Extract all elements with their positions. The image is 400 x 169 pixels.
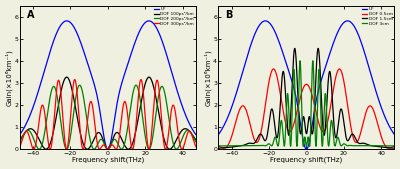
DOF 1.5cm <box>222 147 226 149</box>
Y-axis label: Gain(×10⁶km⁻¹): Gain(×10⁶km⁻¹) <box>6 49 13 106</box>
DOF 3cm <box>302 137 307 139</box>
DOF 3cm <box>298 60 302 62</box>
UF <box>211 139 216 141</box>
DOF 1.5cm <box>211 147 216 149</box>
DOF 0.5cm <box>388 147 392 149</box>
DOF 3cm <box>211 145 216 147</box>
UF <box>103 144 108 146</box>
X-axis label: Frequency shift(THz): Frequency shift(THz) <box>72 157 144 163</box>
DOF 0.5cm <box>222 147 226 149</box>
DOF 300ps²/km <box>12 146 17 148</box>
DOF 300ps²/km <box>196 148 201 150</box>
DOF 200ps²/km <box>48 92 53 94</box>
DOF 100ps²/km <box>20 136 24 138</box>
DOF 200ps²/km <box>23 131 28 133</box>
Line: DOF 200ps²/km: DOF 200ps²/km <box>14 85 202 149</box>
UF <box>20 130 24 132</box>
Text: A: A <box>27 10 34 20</box>
DOF 300ps²/km <box>72 79 77 81</box>
DOF 100ps²/km <box>189 133 194 135</box>
DOF 100ps²/km <box>48 140 53 142</box>
DOF 200ps²/km <box>199 148 204 150</box>
DOF 100ps²/km <box>64 76 69 78</box>
UF <box>13 139 18 141</box>
X-axis label: Frequency shift(THz): Frequency shift(THz) <box>270 157 342 163</box>
DOF 1.5cm <box>398 148 400 150</box>
DOF 100ps²/km <box>44 148 48 150</box>
DOF 300ps²/km <box>199 146 204 148</box>
UF <box>199 140 204 142</box>
DOF 0.5cm <box>247 121 252 123</box>
DOF 200ps²/km <box>20 137 24 139</box>
Line: UF: UF <box>14 21 202 149</box>
DOF 300ps²/km <box>13 147 18 149</box>
DOF 3cm <box>388 145 392 147</box>
DOF 300ps²/km <box>189 133 194 135</box>
Legend: UF, DOF 100ps²/km, DOF 200ps²/km, DOF 300ps²/km: UF, DOF 100ps²/km, DOF 200ps²/km, DOF 30… <box>153 7 194 26</box>
UF <box>106 148 110 150</box>
DOF 3cm <box>304 145 309 147</box>
DOF 200ps²/km <box>13 147 18 149</box>
DOF 1.5cm <box>302 119 307 121</box>
Y-axis label: Gain(×10⁶km⁻¹): Gain(×10⁶km⁻¹) <box>204 49 212 106</box>
DOF 0.5cm <box>398 142 400 144</box>
DOF 100ps²/km <box>23 131 28 133</box>
Text: B: B <box>226 10 233 20</box>
UF <box>302 144 307 146</box>
DOF 3cm <box>247 145 252 147</box>
DOF 0.5cm <box>218 146 223 148</box>
UF <box>218 130 223 132</box>
DOF 100ps²/km <box>12 145 17 147</box>
Line: DOF 300ps²/km: DOF 300ps²/km <box>14 80 202 149</box>
DOF 200ps²/km <box>37 148 42 150</box>
UF <box>23 124 28 126</box>
DOF 0.5cm <box>271 68 276 70</box>
Line: DOF 0.5cm: DOF 0.5cm <box>213 69 400 148</box>
DOF 300ps²/km <box>103 146 108 148</box>
DOF 200ps²/km <box>12 148 17 150</box>
DOF 100ps²/km <box>199 145 204 147</box>
Line: UF: UF <box>213 21 400 149</box>
UF <box>388 127 392 129</box>
Line: DOF 1.5cm: DOF 1.5cm <box>213 48 400 149</box>
DOF 0.5cm <box>222 147 226 149</box>
Legend: UF, DOF 0.5cm, DOF 1.5cm, DOF 3cm: UF, DOF 0.5cm, DOF 1.5cm, DOF 3cm <box>362 7 393 26</box>
DOF 3cm <box>218 145 223 147</box>
UF <box>222 124 226 126</box>
DOF 3cm <box>222 145 226 147</box>
DOF 300ps²/km <box>48 147 53 149</box>
UF <box>64 20 69 22</box>
UF <box>263 20 268 22</box>
DOF 200ps²/km <box>189 133 194 135</box>
UF <box>189 127 194 129</box>
UF <box>304 148 309 150</box>
DOF 0.5cm <box>211 142 216 144</box>
DOF 1.5cm <box>292 47 297 49</box>
DOF 300ps²/km <box>20 140 24 142</box>
UF <box>48 48 53 50</box>
DOF 3cm <box>210 145 215 147</box>
DOF 200ps²/km <box>103 146 108 148</box>
DOF 100ps²/km <box>103 146 108 148</box>
DOF 1.5cm <box>210 148 215 150</box>
DOF 0.5cm <box>210 142 215 144</box>
DOF 1.5cm <box>388 147 392 149</box>
DOF 100ps²/km <box>13 144 18 146</box>
DOF 1.5cm <box>247 142 252 144</box>
DOF 1.5cm <box>218 147 223 149</box>
DOF 0.5cm <box>302 85 307 87</box>
DOF 3cm <box>398 145 400 147</box>
DOF 300ps²/km <box>23 131 28 133</box>
DOF 200ps²/km <box>77 84 82 86</box>
Line: DOF 3cm: DOF 3cm <box>213 61 400 146</box>
UF <box>398 140 400 142</box>
UF <box>12 140 17 142</box>
Line: DOF 100ps²/km: DOF 100ps²/km <box>14 77 202 149</box>
UF <box>247 48 252 50</box>
UF <box>210 140 215 142</box>
